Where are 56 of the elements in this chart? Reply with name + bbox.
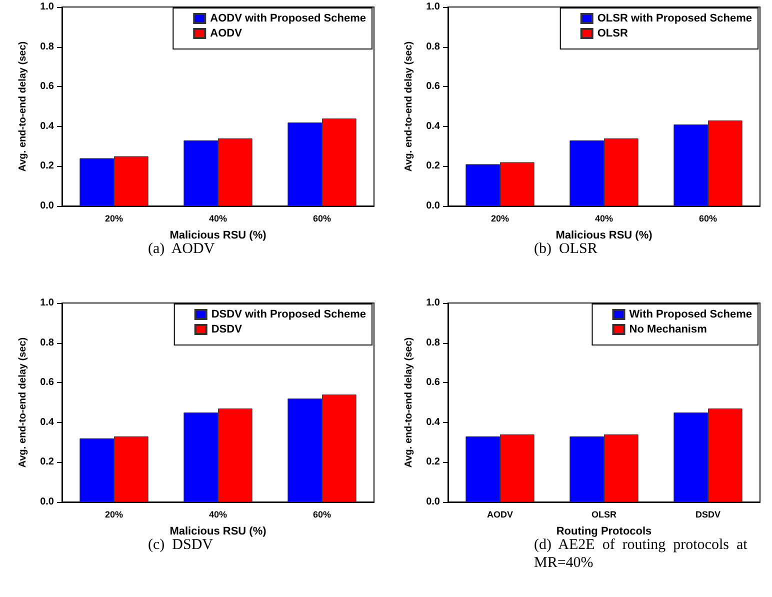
y-axis-title: Avg. end-to-end delay (sec): [404, 337, 414, 468]
x-tick-label: 60%: [312, 510, 332, 520]
x-tick-label: 40%: [208, 510, 228, 520]
legend-label: OLSR with Proposed Scheme: [597, 12, 752, 24]
x-tick-label: 60%: [312, 214, 332, 224]
x-tick-label: 20%: [104, 510, 124, 520]
y-tick-label: 0.2: [40, 456, 54, 468]
x-tick-label: 60%: [698, 214, 718, 224]
text: (d) AE2E of routing protocols at MR=40%: [534, 537, 752, 571]
x-axis-title: Malicious RSU (%): [556, 230, 653, 242]
y-tick-label: 0.4: [40, 120, 54, 132]
legend-label: With Proposed Scheme: [629, 308, 752, 320]
y-tick-label: 0.4: [426, 416, 440, 428]
y-tick-label: 0.0: [40, 200, 54, 212]
y-tick-label: 0.8: [40, 337, 54, 348]
text: (c) DSDV: [148, 537, 214, 553]
y-tick-label: 0.0: [426, 200, 440, 212]
x-tick-label: 20%: [104, 214, 124, 224]
y-tick-label: 1.0: [426, 298, 440, 308]
y-tick-label: 0.8: [426, 41, 440, 52]
x-tick-label: 40%: [594, 214, 614, 224]
y-tick-label: 0.8: [40, 41, 54, 52]
y-axis-title: Avg. end-to-end delay (sec): [18, 337, 28, 468]
y-tick-label: 0.0: [426, 496, 440, 508]
legend-label: DSDV: [211, 324, 243, 336]
legend-label: OLSR: [597, 28, 628, 40]
x-tick-label: 40%: [208, 214, 228, 224]
x-axis-title: Routing Protocols: [556, 526, 652, 538]
text: (b) OLSR: [534, 241, 598, 257]
x-axis-title: Malicious RSU (%): [170, 230, 267, 242]
legend-label: AODV: [210, 28, 243, 40]
y-tick-label: 1.0: [40, 2, 54, 12]
y-tick-label: 0.6: [426, 81, 440, 92]
text: (a) AODV: [148, 241, 215, 257]
y-tick-label: 0.2: [426, 160, 440, 172]
x-tick-label: 20%: [490, 214, 510, 224]
y-tick-label: 0.2: [40, 160, 54, 172]
y-tick-label: 0.6: [426, 377, 440, 388]
legend-label: AODV with Proposed Scheme: [210, 12, 366, 24]
x-tick-label: OLSR: [591, 510, 617, 520]
y-tick-label: 0.2: [426, 456, 440, 468]
legend-label: No Mechanism: [629, 324, 708, 336]
y-axis-title: Avg. end-to-end delay (sec): [404, 41, 414, 172]
x-tick-label: AODV: [486, 510, 514, 520]
y-tick-label: 0.6: [40, 81, 54, 92]
y-tick-label: 0.8: [426, 337, 440, 348]
legend-label: DSDV with Proposed Scheme: [211, 308, 366, 320]
x-axis-title: Malicious RSU (%): [170, 526, 267, 538]
y-tick-label: 1.0: [40, 298, 54, 308]
x-tick-label: DSDV: [695, 510, 721, 520]
y-tick-label: 0.0: [40, 496, 54, 508]
y-tick-label: 0.4: [40, 416, 54, 428]
y-tick-label: 1.0: [426, 2, 440, 12]
y-tick-label: 0.6: [40, 377, 54, 388]
y-axis-title: Avg. end-to-end delay (sec): [18, 41, 28, 172]
y-tick-label: 0.4: [426, 120, 440, 132]
